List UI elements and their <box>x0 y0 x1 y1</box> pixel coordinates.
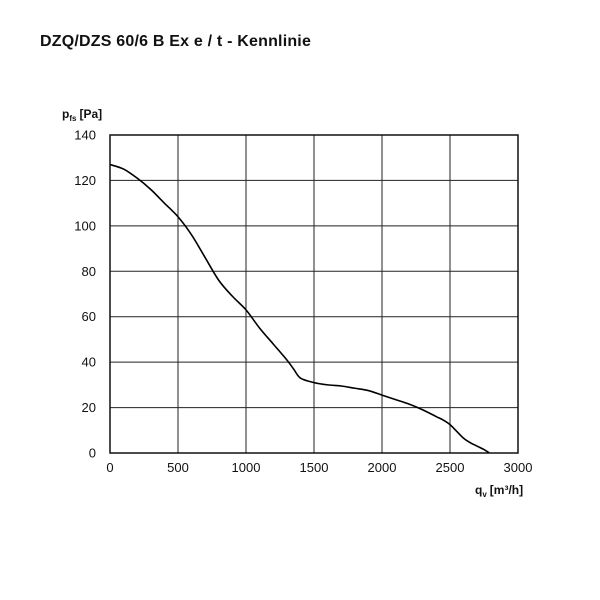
y-axis-unit: [Pa] <box>79 107 102 121</box>
x-axis-unit: [m³/h] <box>490 483 523 497</box>
x-axis-symbol: q <box>475 483 482 497</box>
y-axis-symbol: p <box>62 107 69 121</box>
y-tick-labels: 0 20 40 60 80 100 120 140 <box>74 128 96 461</box>
x-tick-label: 1500 <box>300 460 329 475</box>
x-tick-label: 2000 <box>368 460 397 475</box>
y-tick-label: 0 <box>89 446 96 461</box>
y-tick-label: 120 <box>74 173 96 188</box>
y-tick-label: 20 <box>82 400 96 415</box>
x-tick-label: 0 <box>106 460 113 475</box>
chart-title: DZQ/DZS 60/6 B Ex e / t - Kennlinie <box>40 33 312 50</box>
y-tick-label: 140 <box>74 128 96 143</box>
x-tick-label: 2500 <box>436 460 465 475</box>
x-tick-label: 1000 <box>232 460 261 475</box>
series-line <box>109 163 490 454</box>
x-tick-labels: 0 500 1000 1500 2000 2500 3000 <box>106 460 532 475</box>
y-tick-label: 60 <box>82 309 96 324</box>
y-axis-label: pfs [Pa] <box>62 107 102 123</box>
x-tick-label: 500 <box>167 460 189 475</box>
x-axis-subscript: v <box>482 490 487 499</box>
y-tick-label: 40 <box>82 355 96 370</box>
x-tick-label: 3000 <box>504 460 533 475</box>
plot-frame <box>109 134 519 454</box>
y-tick-label: 100 <box>74 218 96 233</box>
y-axis-subscript: fs <box>69 114 77 123</box>
x-axis-label: qv [m³/h] <box>475 483 523 499</box>
y-tick-label: 80 <box>82 264 96 279</box>
grid-lines <box>109 134 519 454</box>
